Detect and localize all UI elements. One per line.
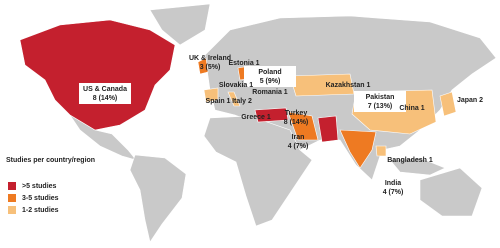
country-label: 4 (7%) bbox=[383, 189, 404, 196]
country-label: UK & Ireland bbox=[189, 55, 231, 62]
country-label: Iran bbox=[292, 134, 305, 141]
country-label: Pakistan bbox=[366, 94, 395, 101]
country-label: Slovakia 1 bbox=[219, 82, 253, 89]
country-label: US & Canada bbox=[83, 86, 127, 93]
country-label: India bbox=[385, 180, 401, 187]
legend-label: >5 studies bbox=[22, 183, 57, 190]
country-label: Spain 1 bbox=[206, 98, 231, 105]
legend-swatch bbox=[8, 206, 16, 214]
legend-label: 1-2 studies bbox=[22, 207, 59, 214]
country-label: 7 (13%) bbox=[368, 103, 393, 110]
legend-title: Studies per country/region bbox=[6, 157, 95, 164]
legend-swatch bbox=[8, 194, 16, 202]
land bbox=[69, 3, 497, 243]
country-label: Estonia 1 bbox=[228, 60, 259, 67]
country-label: Poland bbox=[258, 69, 281, 76]
country-label: Romania 1 bbox=[252, 89, 288, 96]
country-label: Japan 2 bbox=[457, 97, 483, 104]
legend-swatch bbox=[8, 182, 16, 190]
country-labels: US & Canada 8 (14%) UK & Ireland 3 (5%) Esto… bbox=[79, 55, 483, 196]
country-label: Turkey bbox=[285, 110, 308, 117]
label-box bbox=[354, 91, 406, 112]
country-label: China 1 bbox=[399, 105, 424, 112]
country-label: 4 (7%) bbox=[288, 143, 309, 150]
country-label: 8 (14%) bbox=[284, 119, 309, 126]
legend-label: 3-5 studies bbox=[22, 195, 59, 202]
country-label: Bangladesh 1 bbox=[387, 157, 433, 164]
country-label: 3 (5%) bbox=[200, 64, 221, 71]
legend: >5 studies 3-5 studies 1-2 studies bbox=[8, 182, 59, 214]
country-label: Italy 2 bbox=[232, 98, 252, 105]
country-label: Kazakhstan 1 bbox=[326, 82, 371, 89]
label-box bbox=[79, 83, 131, 104]
country-label: 5 (9%) bbox=[260, 78, 281, 85]
label-box bbox=[244, 66, 296, 87]
country-label: 8 (14%) bbox=[93, 95, 118, 102]
country-label: Greece 1 bbox=[241, 114, 271, 121]
